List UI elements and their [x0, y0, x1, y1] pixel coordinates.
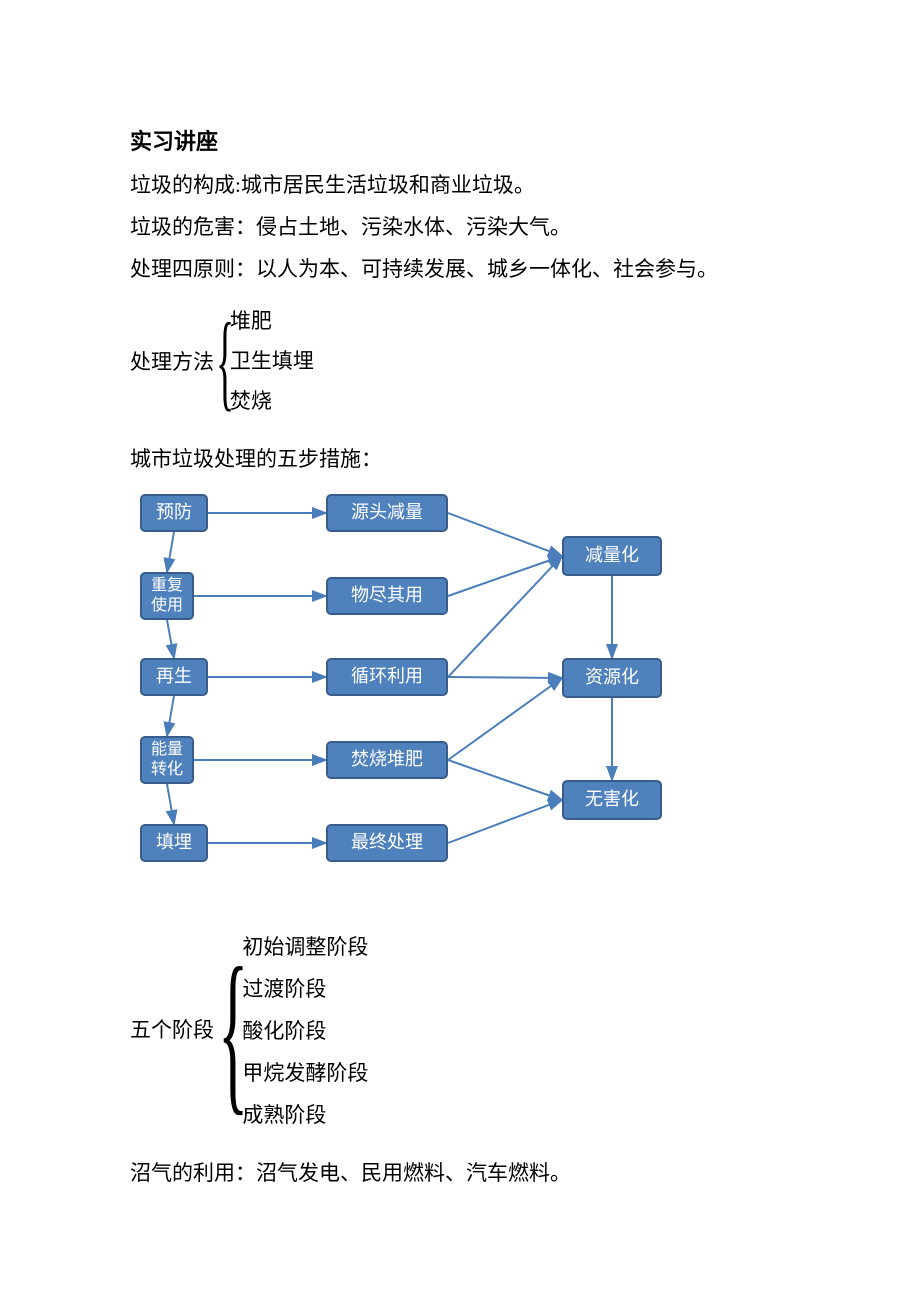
paragraph-biogas: 沼气的利用：沼气发电、民用燃料、汽车燃料。: [130, 1152, 790, 1194]
paragraph-harm: 垃圾的危害：侵占土地、污染水体、污染大气。: [130, 206, 790, 248]
flow-node-n4: 能量 转化: [140, 736, 194, 784]
stages-item: 酸化阶段: [242, 1010, 368, 1052]
stages-item: 成熟阶段: [242, 1094, 368, 1136]
flow-node-m1: 源头减量: [326, 494, 448, 532]
stages-items: 初始调整阶段 过渡阶段 酸化阶段 甲烷发酵阶段 成熟阶段: [242, 920, 368, 1142]
flow-node-m3: 循环利用: [326, 658, 448, 696]
brace-icon: {: [216, 308, 234, 416]
stages-item: 甲烷发酵阶段: [242, 1052, 368, 1094]
paragraph-composition: 垃圾的构成:城市居民生活垃圾和商业垃圾。: [130, 164, 790, 206]
stages-item: 初始调整阶段: [242, 926, 368, 968]
flow-node-m4: 焚烧堆肥: [326, 741, 448, 779]
methods-label: 处理方法: [130, 341, 214, 383]
steps-heading: 城市垃圾处理的五步措施：: [130, 438, 790, 480]
methods-item: 焚烧: [230, 382, 314, 422]
methods-item: 卫生填埋: [230, 342, 314, 382]
flowchart: 预防重复 使用再生能量 转化填埋 源头减量物尽其用循环利用焚烧堆肥最终处理 减量化资…: [130, 486, 690, 914]
flow-node-m2: 物尽其用: [326, 577, 448, 615]
methods-group: 处理方法 { 堆肥 卫生填埋 焚烧: [130, 296, 790, 428]
flow-node-r3: 无害化: [562, 780, 662, 820]
flow-node-r1: 减量化: [562, 536, 662, 576]
page-title: 实习讲座: [130, 120, 790, 164]
stages-item: 过渡阶段: [242, 968, 368, 1010]
methods-item: 堆肥: [230, 302, 314, 342]
flow-node-n1: 预防: [140, 494, 208, 532]
stages-label: 五个阶段: [130, 1010, 214, 1052]
methods-items: 堆肥 卫生填埋 焚烧: [230, 296, 314, 428]
stages-group: 五个阶段 { 初始调整阶段 过渡阶段 酸化阶段 甲烷发酵阶段 成熟阶段: [130, 920, 790, 1142]
flow-node-m5: 最终处理: [326, 824, 448, 862]
flow-node-r2: 资源化: [562, 658, 662, 698]
flow-node-n5: 填埋: [140, 824, 208, 862]
flow-node-n2: 重复 使用: [140, 572, 194, 620]
brace-icon: {: [218, 941, 248, 1121]
flow-node-n3: 再生: [140, 658, 208, 696]
paragraph-principles: 处理四原则：以人为本、可持续发展、城乡一体化、社会参与。: [130, 248, 790, 290]
